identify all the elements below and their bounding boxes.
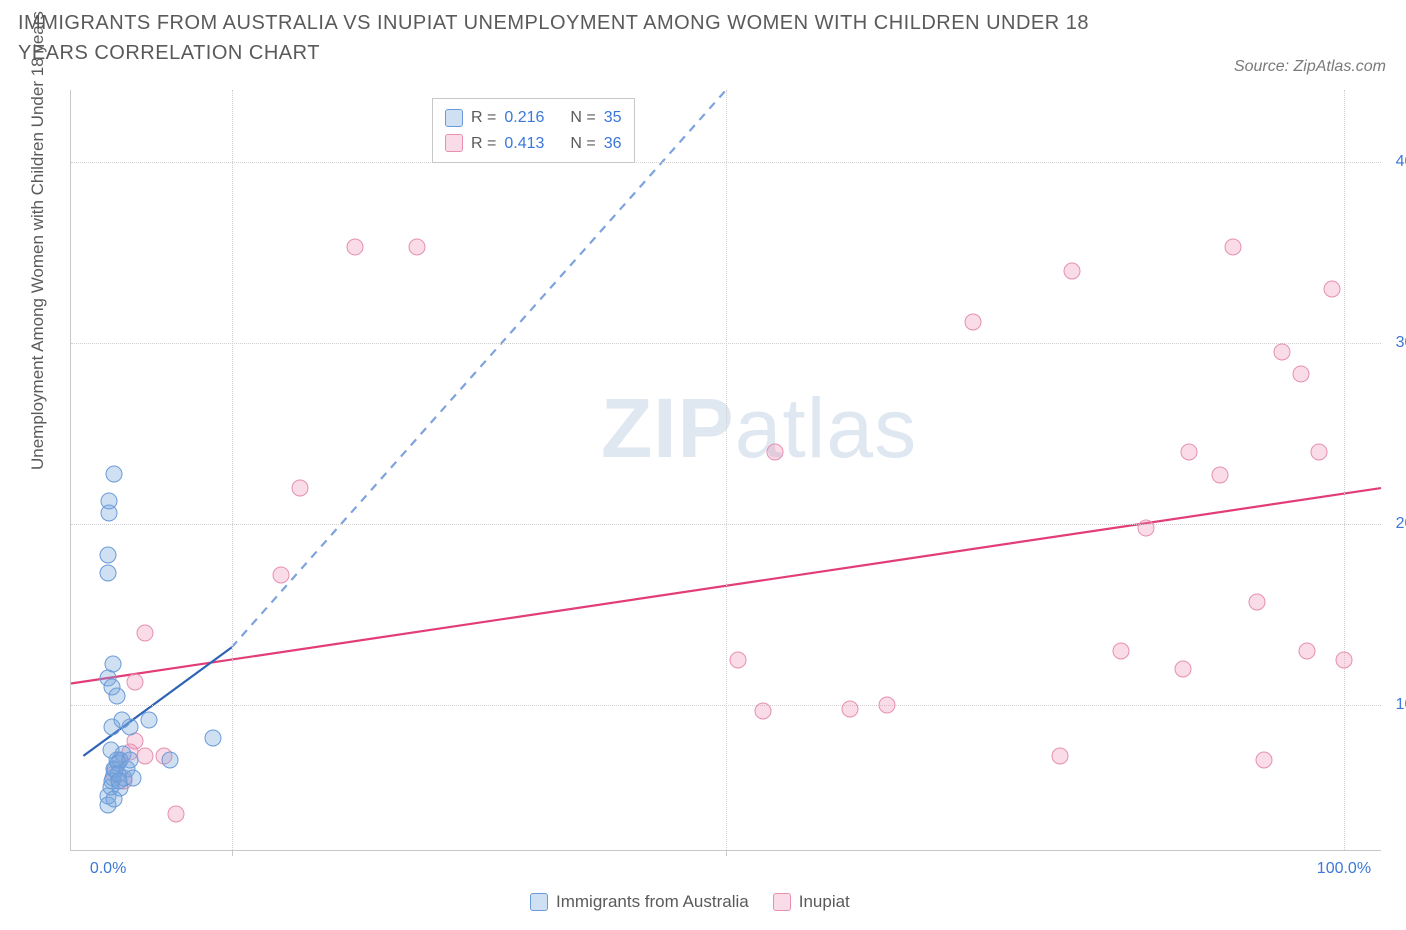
legend-n-label: N =	[570, 105, 595, 131]
legend-swatch	[445, 134, 463, 152]
legend-n-label: N =	[570, 131, 595, 157]
legend-swatch	[530, 893, 548, 911]
watermark-light: atlas	[735, 381, 917, 475]
data-point	[291, 480, 308, 497]
y-tick-label: 10.0%	[1386, 696, 1406, 714]
data-point	[168, 805, 185, 822]
legend-r-label: R =	[471, 105, 496, 131]
legend-n-value: 36	[604, 131, 622, 157]
data-point	[1292, 366, 1309, 383]
stats-legend: R = 0.216 N = 35 R = 0.413 N = 36	[432, 98, 635, 163]
gridline-v	[1344, 90, 1345, 850]
data-point	[108, 688, 125, 705]
data-point	[111, 773, 128, 790]
data-point	[105, 655, 122, 672]
y-tick-label: 40.0%	[1386, 153, 1406, 171]
data-point	[1181, 443, 1198, 460]
data-point	[1212, 467, 1229, 484]
data-point	[273, 566, 290, 583]
data-point	[137, 624, 154, 641]
legend-r-value: 0.413	[504, 131, 544, 157]
data-point	[101, 492, 118, 509]
watermark-bold: ZIP	[601, 381, 735, 475]
x-tick-label: 0.0%	[90, 860, 126, 878]
gridline-v	[232, 90, 233, 850]
data-point	[122, 751, 139, 768]
data-point	[102, 742, 119, 759]
data-point	[1311, 443, 1328, 460]
series-legend-item: Inupiat	[773, 892, 850, 912]
series-legend-label: Inupiat	[799, 892, 850, 912]
x-tick-mark	[232, 850, 233, 856]
series-legend: Immigrants from Australia Inupiat	[530, 892, 850, 912]
data-point	[878, 697, 895, 714]
data-point	[1249, 594, 1266, 611]
data-point	[755, 702, 772, 719]
chart-title: IMMIGRANTS FROM AUSTRALIA VS INUPIAT UNE…	[18, 8, 1138, 68]
series-legend-label: Immigrants from Australia	[556, 892, 749, 912]
x-tick-label: 100.0%	[1317, 860, 1371, 878]
data-point	[1113, 642, 1130, 659]
trend-line	[232, 90, 726, 647]
data-point	[161, 751, 178, 768]
data-point	[1274, 344, 1291, 361]
data-point	[965, 313, 982, 330]
data-point	[1335, 652, 1352, 669]
legend-n-value: 35	[604, 105, 622, 131]
data-point	[106, 465, 123, 482]
legend-r-value: 0.216	[504, 105, 544, 131]
series-legend-item: Immigrants from Australia	[530, 892, 749, 912]
y-axis-label: Unemployment Among Women with Children U…	[28, 11, 48, 470]
data-point	[1255, 751, 1272, 768]
data-point	[1224, 239, 1241, 256]
data-point	[1064, 262, 1081, 279]
data-point	[140, 711, 157, 728]
watermark: ZIPatlas	[601, 380, 917, 477]
legend-swatch	[773, 893, 791, 911]
data-point	[127, 673, 144, 690]
legend-r-label: R =	[471, 131, 496, 157]
y-tick-label: 30.0%	[1386, 334, 1406, 352]
y-tick-label: 20.0%	[1386, 515, 1406, 533]
data-point	[100, 547, 117, 564]
data-point	[205, 729, 222, 746]
data-point	[137, 747, 154, 764]
data-point	[1138, 519, 1155, 536]
data-point	[113, 711, 130, 728]
data-point	[1323, 281, 1340, 298]
data-point	[106, 791, 123, 808]
data-point	[767, 443, 784, 460]
data-point	[1175, 661, 1192, 678]
data-point	[730, 652, 747, 669]
legend-swatch	[445, 109, 463, 127]
gridline-v	[726, 90, 727, 850]
data-point	[1051, 747, 1068, 764]
data-point	[409, 239, 426, 256]
source-attribution: Source: ZipAtlas.com	[1234, 58, 1386, 76]
data-point	[841, 700, 858, 717]
data-point	[347, 239, 364, 256]
data-point	[100, 565, 117, 582]
x-tick-mark	[726, 850, 727, 856]
data-point	[1298, 642, 1315, 659]
scatter-plot-area: ZIPatlas 10.0%20.0%30.0%40.0%0.0%100.0%	[70, 90, 1381, 851]
stats-legend-row: R = 0.216 N = 35	[445, 105, 622, 131]
stats-legend-row: R = 0.413 N = 36	[445, 131, 622, 157]
